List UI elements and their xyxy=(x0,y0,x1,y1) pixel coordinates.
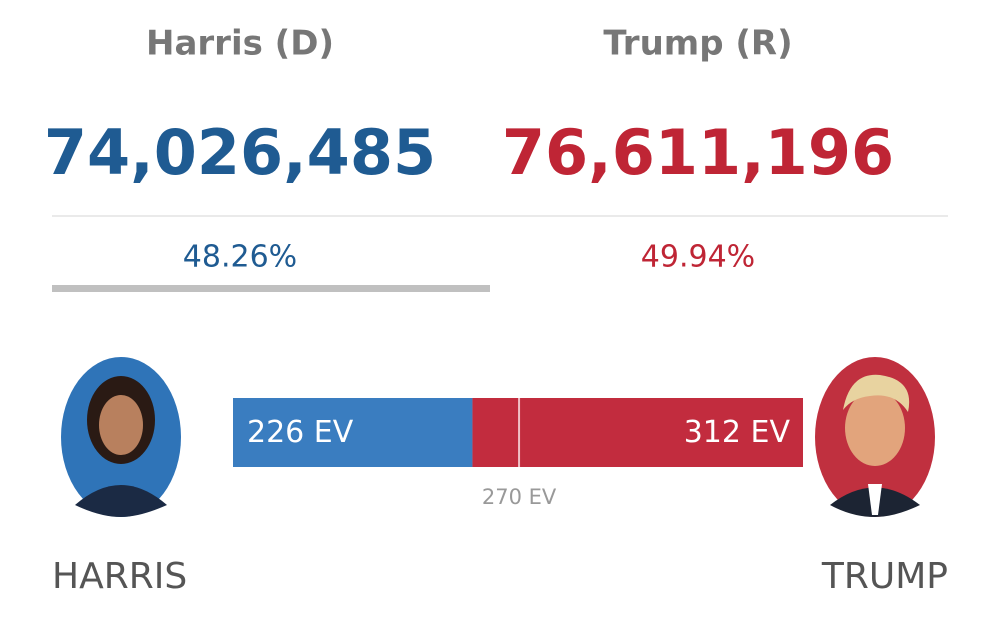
threshold-label: 270 EV xyxy=(482,485,557,509)
portrait xyxy=(815,357,935,517)
vote-percent: 48.26% xyxy=(183,240,297,275)
vote-count: 74,026,485 xyxy=(44,116,436,189)
ev-bar: 226 EV 312 EV 270 EV xyxy=(233,398,803,509)
candidate-name: TRUMP xyxy=(821,556,948,597)
vote-count: 76,611,196 xyxy=(502,116,894,189)
candidate-header: Trump (R) xyxy=(603,24,792,64)
ev-segment xyxy=(233,398,473,467)
ev-label: 226 EV xyxy=(247,415,354,450)
candidate-header: Harris (D) xyxy=(146,24,334,64)
vote-percent: 49.94% xyxy=(641,240,755,275)
ev-segment xyxy=(472,398,803,467)
candidate-name: HARRIS xyxy=(52,556,187,597)
tab-indicator xyxy=(52,285,490,292)
portrait xyxy=(61,357,181,517)
ev-label: 312 EV xyxy=(684,415,791,450)
